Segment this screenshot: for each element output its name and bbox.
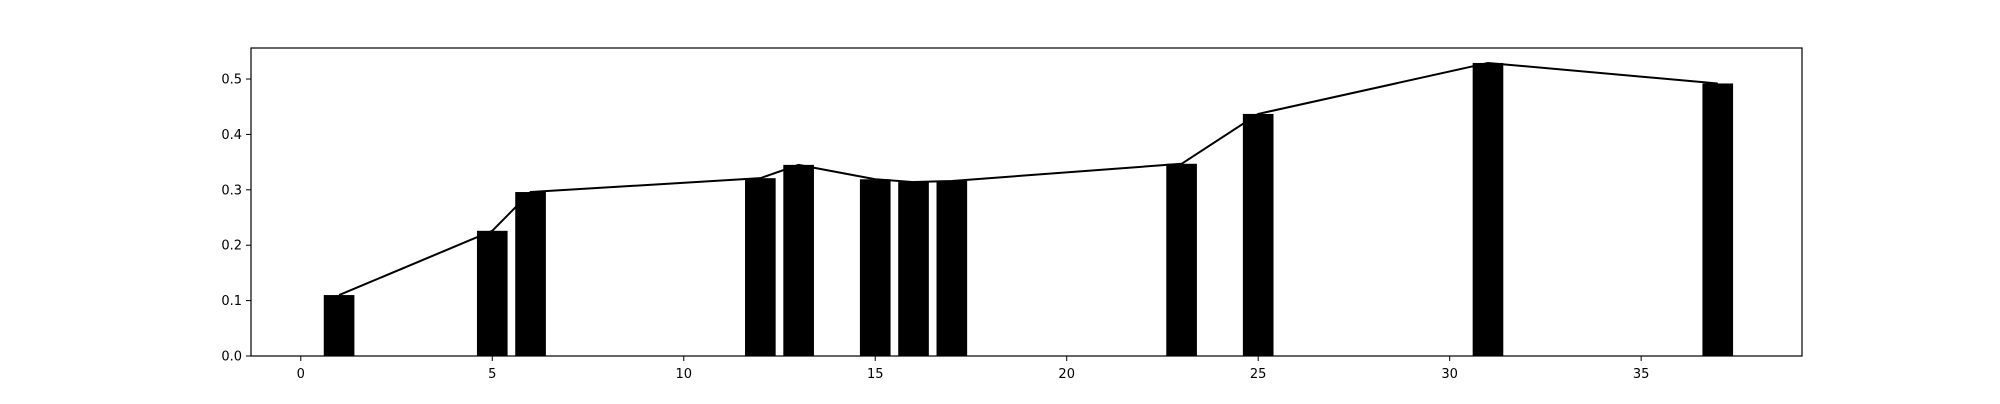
bar-x-12: [745, 178, 776, 356]
x-axis: 0 5 10 15 20 25 30 35: [297, 356, 1650, 382]
trend-line-layer: [338, 61, 1718, 296]
x-tick-label: 30: [1441, 367, 1458, 382]
bar-x-16: [898, 182, 929, 356]
x-tick-label: 0: [297, 367, 305, 382]
y-tick-label: 0.2: [221, 239, 242, 254]
y-tick-label: 0.0: [221, 350, 242, 365]
bar-x-17: [936, 180, 968, 356]
x-tick-label: 35: [1633, 367, 1650, 382]
plot-frame: [250, 47, 1803, 357]
bars-layer: [323, 62, 1734, 357]
y-tick-label: 0.1: [221, 294, 242, 309]
y-tick-label: 0.5: [221, 73, 242, 88]
bar-x-23: [1166, 163, 1197, 356]
x-tick-label: 10: [675, 367, 692, 382]
bar-x-1: [323, 295, 355, 356]
bar-x-15: [859, 179, 891, 356]
y-tick-label: 0.3: [221, 183, 242, 198]
y-axis: 0.0 0.1 0.2 0.3 0.4 0.5: [221, 73, 251, 365]
bar-x-31: [1472, 62, 1504, 357]
y-tick-label: 0.4: [221, 128, 242, 143]
x-tick-label: 5: [488, 367, 496, 382]
bar-x-6: [515, 192, 546, 356]
x-tick-label: 25: [1250, 367, 1267, 382]
bar-x-37: [1702, 83, 1734, 356]
bar-x-5: [476, 230, 508, 356]
x-tick-label: 20: [1058, 367, 1075, 382]
plot-background: [251, 48, 1802, 356]
trend-line: [338, 61, 1718, 296]
bar-x-13: [783, 164, 814, 356]
x-tick-label: 15: [867, 367, 884, 382]
bar-x-25: [1242, 113, 1274, 356]
